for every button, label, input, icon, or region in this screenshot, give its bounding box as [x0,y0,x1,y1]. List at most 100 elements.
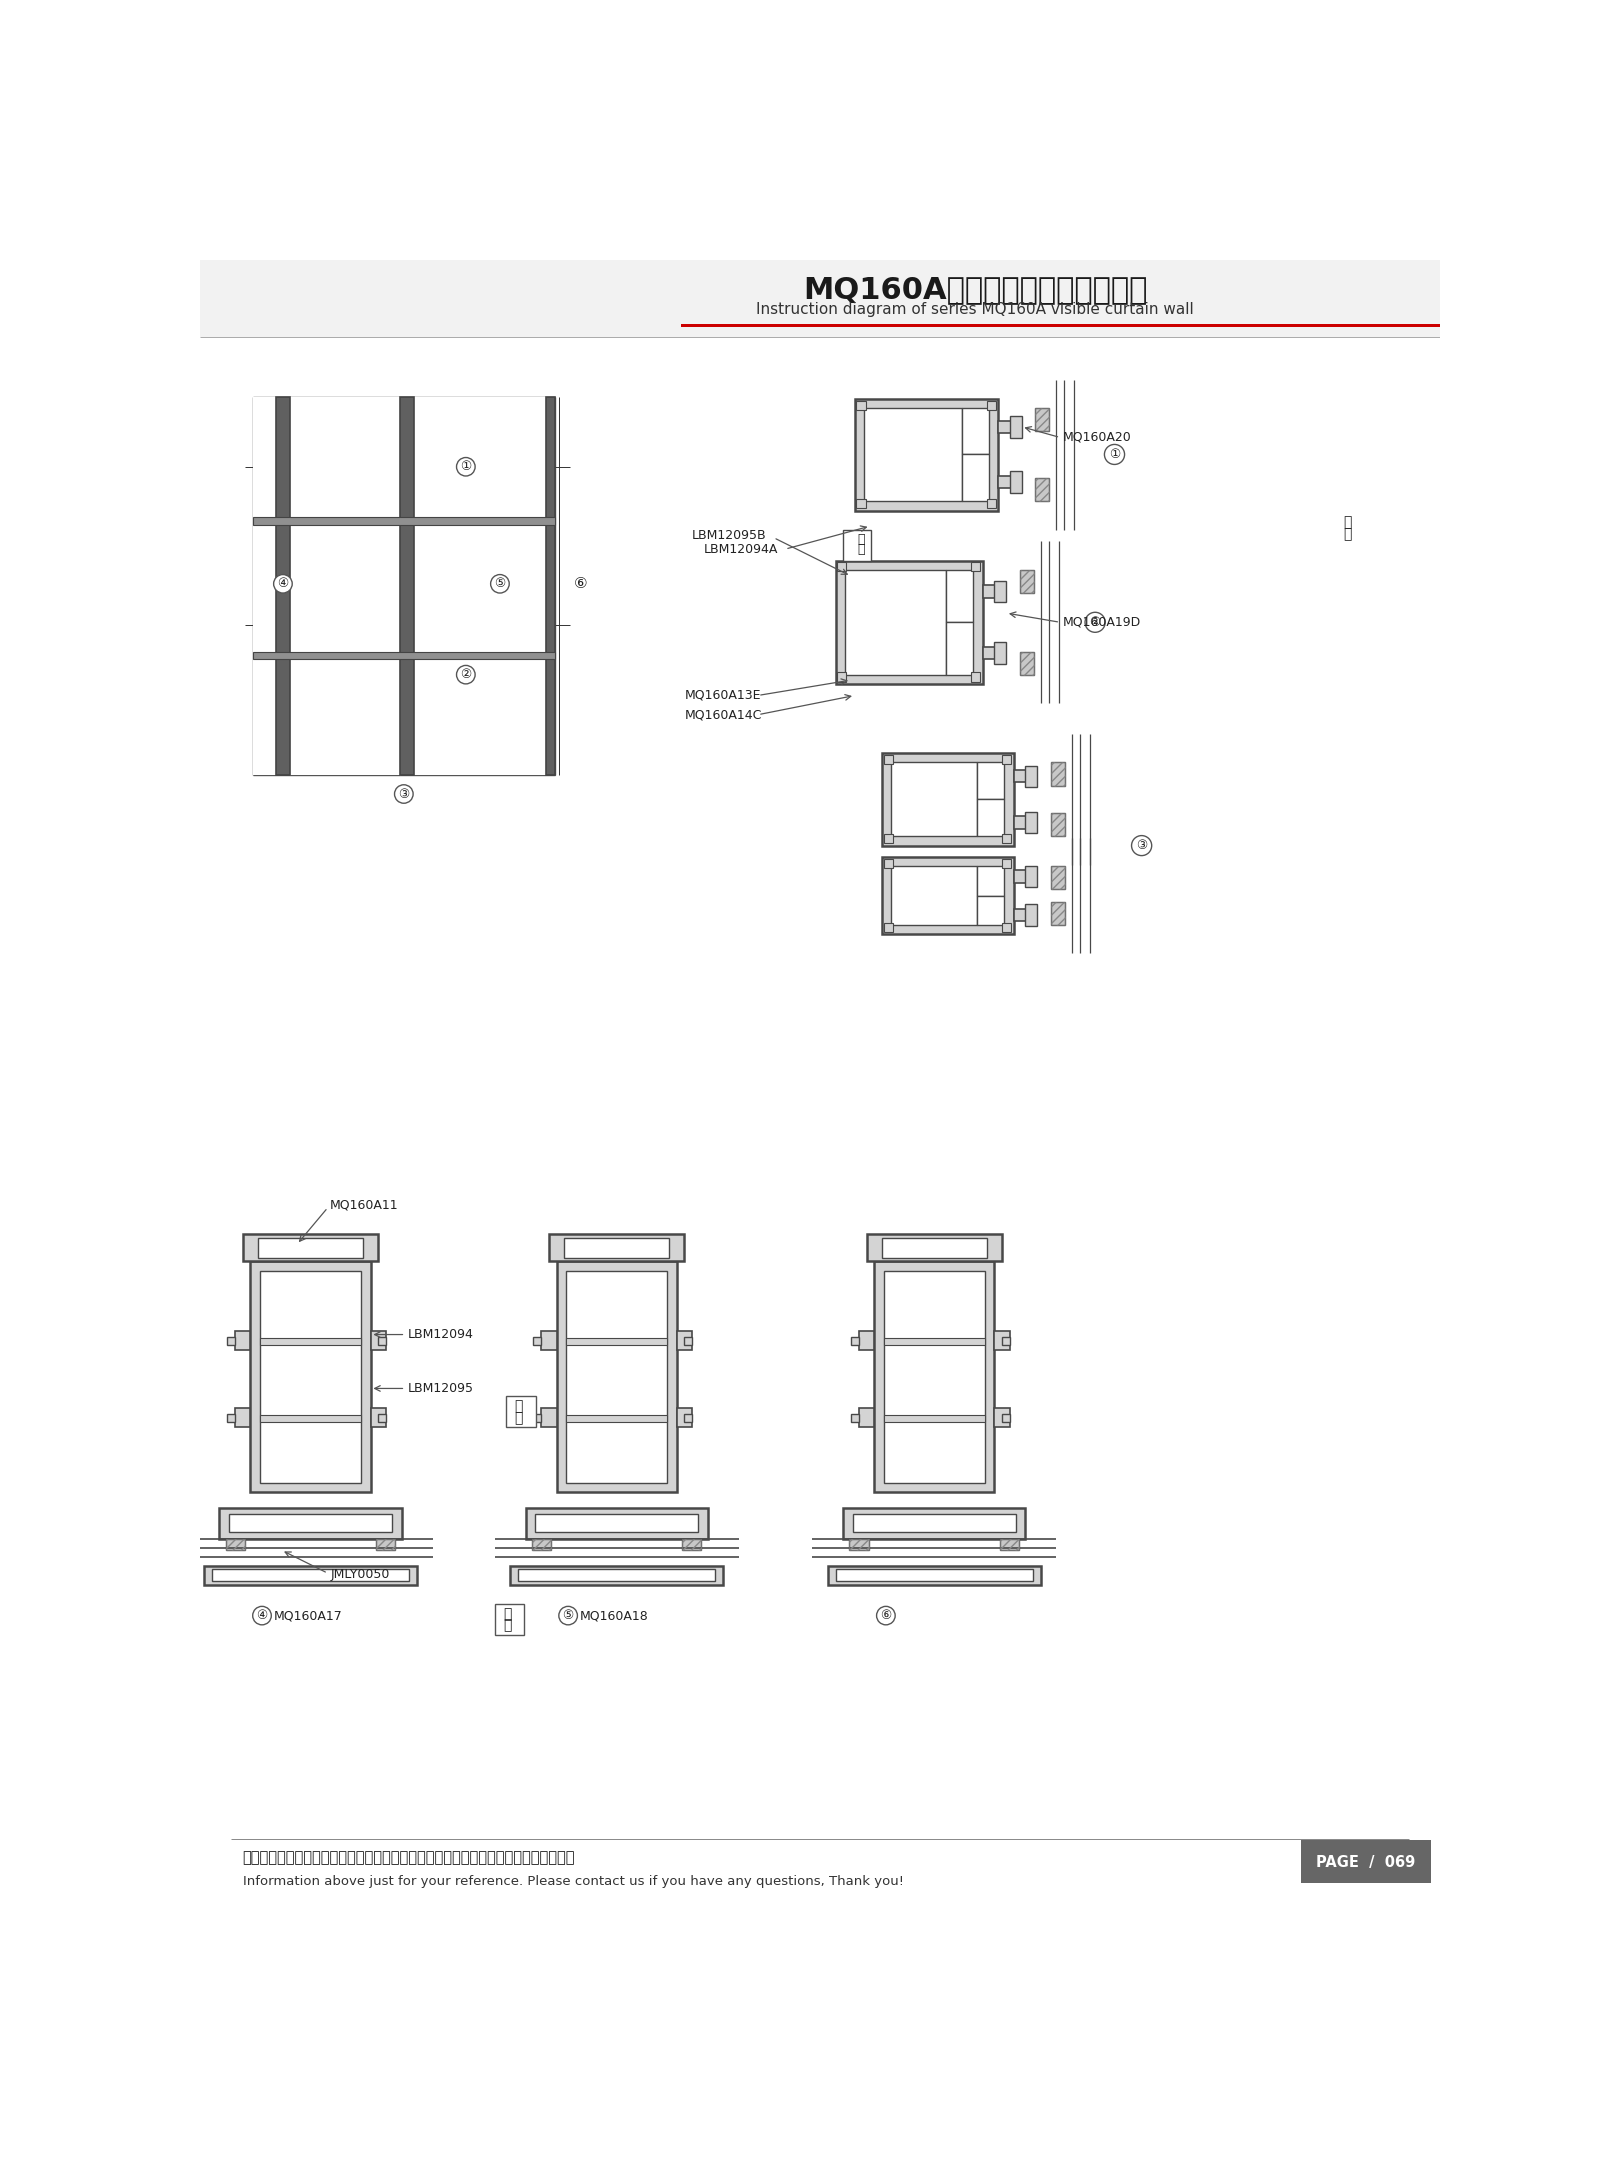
Text: 内: 内 [515,1410,523,1426]
Bar [867,1235,1002,1261]
Text: ⑥: ⑥ [574,577,587,590]
Bar [1019,651,1034,675]
Circle shape [1085,612,1106,631]
Bar [1051,814,1066,835]
Bar [557,1261,677,1493]
Text: ③: ③ [398,788,410,801]
Bar [1002,922,1011,931]
Bar [259,1415,362,1421]
Bar [259,1339,362,1345]
Text: 室: 室 [858,532,864,545]
Bar [685,1415,693,1421]
Bar [971,673,981,681]
Bar [200,299,1440,304]
Text: MQ160A13E: MQ160A13E [685,688,762,701]
Text: ④: ④ [277,577,288,590]
Bar [200,291,1440,295]
Bar [200,334,1440,336]
Bar [682,1539,701,1549]
Bar [534,1515,698,1532]
Bar [994,1408,1010,1428]
Text: 室: 室 [1342,514,1350,529]
Bar [525,1508,707,1539]
Text: ⑤: ⑤ [494,577,506,590]
Bar [677,1330,693,1350]
Bar [253,397,555,775]
Bar [971,562,981,571]
Bar [200,328,1440,332]
Bar [506,1395,536,1428]
Circle shape [456,458,475,475]
Text: 外: 外 [502,1619,512,1632]
Text: ⑤: ⑤ [563,1610,574,1623]
Circle shape [253,1606,272,1625]
Bar [874,1261,994,1493]
Bar [200,273,1440,276]
Bar [1035,477,1050,501]
Bar [1014,870,1037,883]
Bar [200,280,1440,282]
Bar [259,1272,362,1482]
Text: ③: ③ [1136,840,1147,853]
Circle shape [491,575,509,592]
Bar [371,1408,386,1428]
Bar [400,397,414,775]
Bar [1035,477,1050,501]
Bar [685,1337,693,1345]
Text: MQ160A系列竖明横隐幕墙结构图: MQ160A系列竖明横隐幕墙结构图 [803,276,1147,304]
Bar [1010,417,1021,438]
Bar [1002,859,1011,868]
Text: ⑥: ⑥ [880,1610,891,1623]
Bar [200,326,1440,328]
Bar [1019,571,1034,592]
Bar [1051,903,1066,924]
Text: 室: 室 [515,1400,523,1413]
Text: Instruction diagram of series MQ160A visible curtain wall: Instruction diagram of series MQ160A vis… [757,302,1194,317]
Bar [531,1539,550,1549]
Bar [200,312,1440,317]
Bar [882,1239,987,1259]
Bar [1026,905,1037,927]
Bar [946,571,973,623]
Bar [200,332,1440,334]
Bar [883,1415,986,1421]
Bar [533,1415,541,1421]
Bar [531,1539,550,1549]
Bar [203,1565,418,1584]
Bar [1035,408,1050,432]
Bar [235,1330,250,1350]
Bar [1051,814,1066,835]
Bar [200,306,1440,310]
Bar [1019,651,1034,675]
Bar [1014,770,1037,783]
Text: LBM12095B: LBM12095B [693,529,766,542]
Bar [200,319,1440,321]
Bar [978,896,1005,924]
Circle shape [395,786,413,803]
Text: MQ160A14C: MQ160A14C [685,707,762,720]
Bar [851,1415,859,1421]
Bar [219,1508,402,1539]
Bar [1026,866,1037,888]
Text: MQ160A11: MQ160A11 [330,1198,398,1211]
Text: MQ160A17: MQ160A17 [274,1610,342,1623]
Bar [1019,571,1034,592]
Bar [994,582,1006,603]
Text: ①: ① [461,460,472,473]
Bar [565,1239,669,1259]
Bar [258,1239,363,1259]
Text: 图中所示型材截面、装配、编号、尺寸及重量仅供参考。如有疑问，请向本公司查询。: 图中所示型材截面、装配、编号、尺寸及重量仅供参考。如有疑问，请向本公司查询。 [243,1851,574,1866]
Text: LBM12094A: LBM12094A [704,542,778,556]
Bar [227,1415,235,1421]
Bar [962,454,989,501]
Text: LBM12095: LBM12095 [408,1382,474,1395]
Bar [533,1337,541,1345]
Bar [883,755,893,764]
Bar [680,323,1440,328]
Bar [946,623,973,675]
Bar [253,651,555,660]
Bar [1000,1539,1019,1549]
Bar [200,260,1440,336]
Text: JMLY0050: JMLY0050 [330,1569,389,1582]
Bar [962,408,989,454]
